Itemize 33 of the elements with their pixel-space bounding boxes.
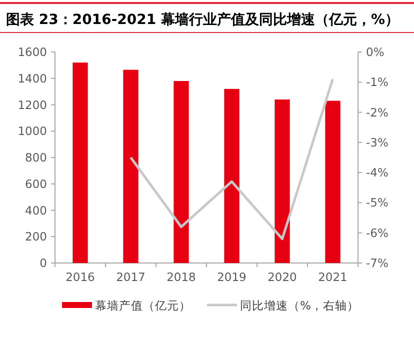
y-tick-label: 800 xyxy=(25,150,47,164)
bar xyxy=(224,88,240,263)
y-tick-label: 1000 xyxy=(18,124,47,138)
y-tick-label: 1600 xyxy=(18,45,47,59)
x-tick-label: 2019 xyxy=(217,270,246,284)
y-tick-label: 1400 xyxy=(18,71,47,86)
x-tick-label: 2018 xyxy=(166,270,196,284)
chart-title: 图表 23：2016-2021 幕墙行业产值及同比增速（亿元，%） xyxy=(6,11,399,28)
y2-tick-label: -6% xyxy=(366,226,388,240)
bar xyxy=(274,99,290,263)
y2-tick-label: 0% xyxy=(366,45,384,59)
y-tick-label: 200 xyxy=(25,230,47,244)
y2-tick-label: -3% xyxy=(366,135,388,150)
x-tick-label: 2020 xyxy=(268,270,297,284)
y-tick-label: 0 xyxy=(40,256,47,270)
bar xyxy=(325,100,340,263)
y2-tick-label: -2% xyxy=(366,105,388,120)
y-tick-label: 400 xyxy=(25,203,47,218)
x-tick-label: 2021 xyxy=(318,270,348,284)
bar xyxy=(72,62,88,263)
bar xyxy=(123,70,138,263)
x-tick-label: 2017 xyxy=(116,270,146,284)
line-series xyxy=(130,78,334,240)
y2-tick-label: -1% xyxy=(366,75,388,90)
y2-tick-label: -5% xyxy=(366,196,388,210)
legend-label: 幕墙产值（亿元） xyxy=(95,298,191,312)
bar xyxy=(174,81,189,263)
y2-tick-label: -4% xyxy=(366,166,388,180)
y-tick-label: 1200 xyxy=(18,98,47,112)
x-tick-label: 2016 xyxy=(66,270,95,284)
legend-label: 同比增速（%，右轴） xyxy=(240,298,359,312)
y2-tick-label: -7% xyxy=(366,256,388,270)
y-tick-label: 600 xyxy=(25,176,47,191)
